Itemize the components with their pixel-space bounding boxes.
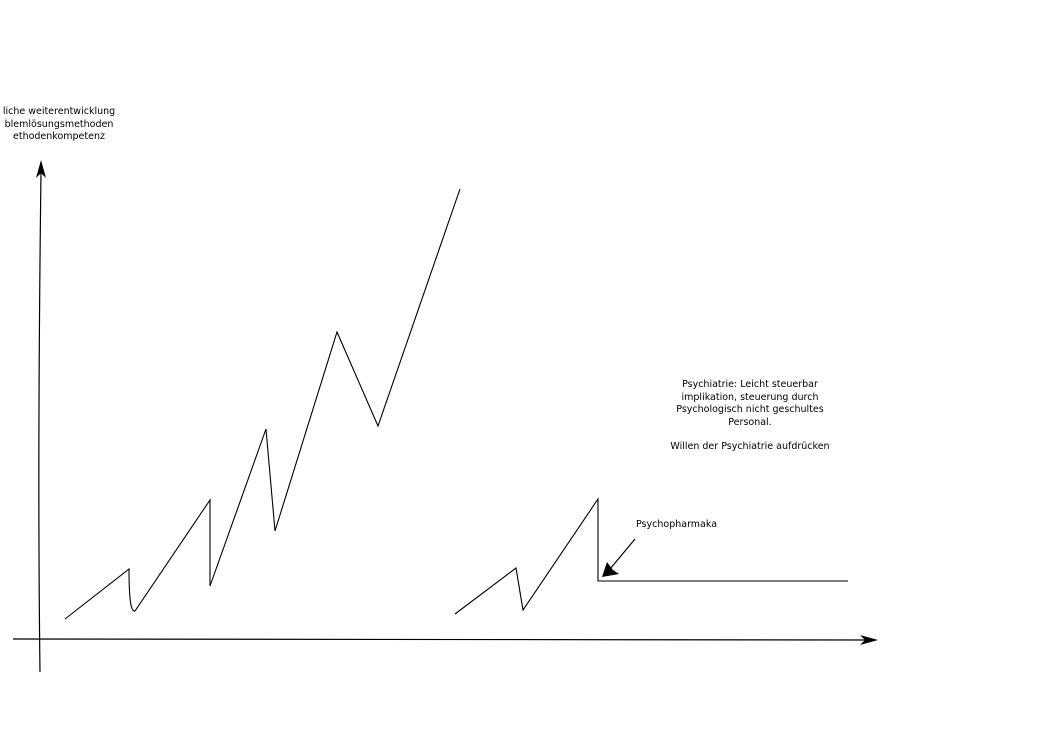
psychopharmaka-arrow-line: [609, 538, 636, 570]
growth-curve-left: [64, 188, 461, 620]
annotation-line-2: implikation, steuerung durch: [681, 391, 819, 403]
psychopharmaka-arrowhead: [602, 562, 619, 577]
psychopharmaka-label: Psychopharmaka: [636, 519, 718, 530]
y-axis-line: [38, 171, 42, 673]
annotation-line-1: Psychiatrie: Leicht steuerbar: [682, 379, 818, 390]
annotation-spacer: [640, 429, 860, 441]
annotation-line-4: Personal.: [728, 416, 772, 428]
y-axis-label: liche weiterentwicklung blemlösungsmetho…: [0, 106, 164, 144]
y-axis-label-line-3: ethodenkompetenz: [13, 131, 105, 142]
y-axis-label-line-1: liche weiterentwicklung: [2, 106, 116, 117]
x-axis-line: [12, 638, 867, 641]
annotation-second-paragraph: Willen der Psychiatrie aufdrücken: [670, 441, 830, 452]
x-axis-arrowhead: [860, 635, 878, 645]
y-axis-arrowhead: [36, 160, 46, 178]
annotation-line-3: Psychologisch nicht geschultes: [676, 404, 824, 415]
growth-curve-right: [454, 497, 848, 615]
psychiatry-annotation: Psychiatrie: Leicht steuerbar implikatio…: [640, 379, 860, 454]
y-axis-label-line-2: blemlösungsmethoden: [4, 118, 114, 130]
